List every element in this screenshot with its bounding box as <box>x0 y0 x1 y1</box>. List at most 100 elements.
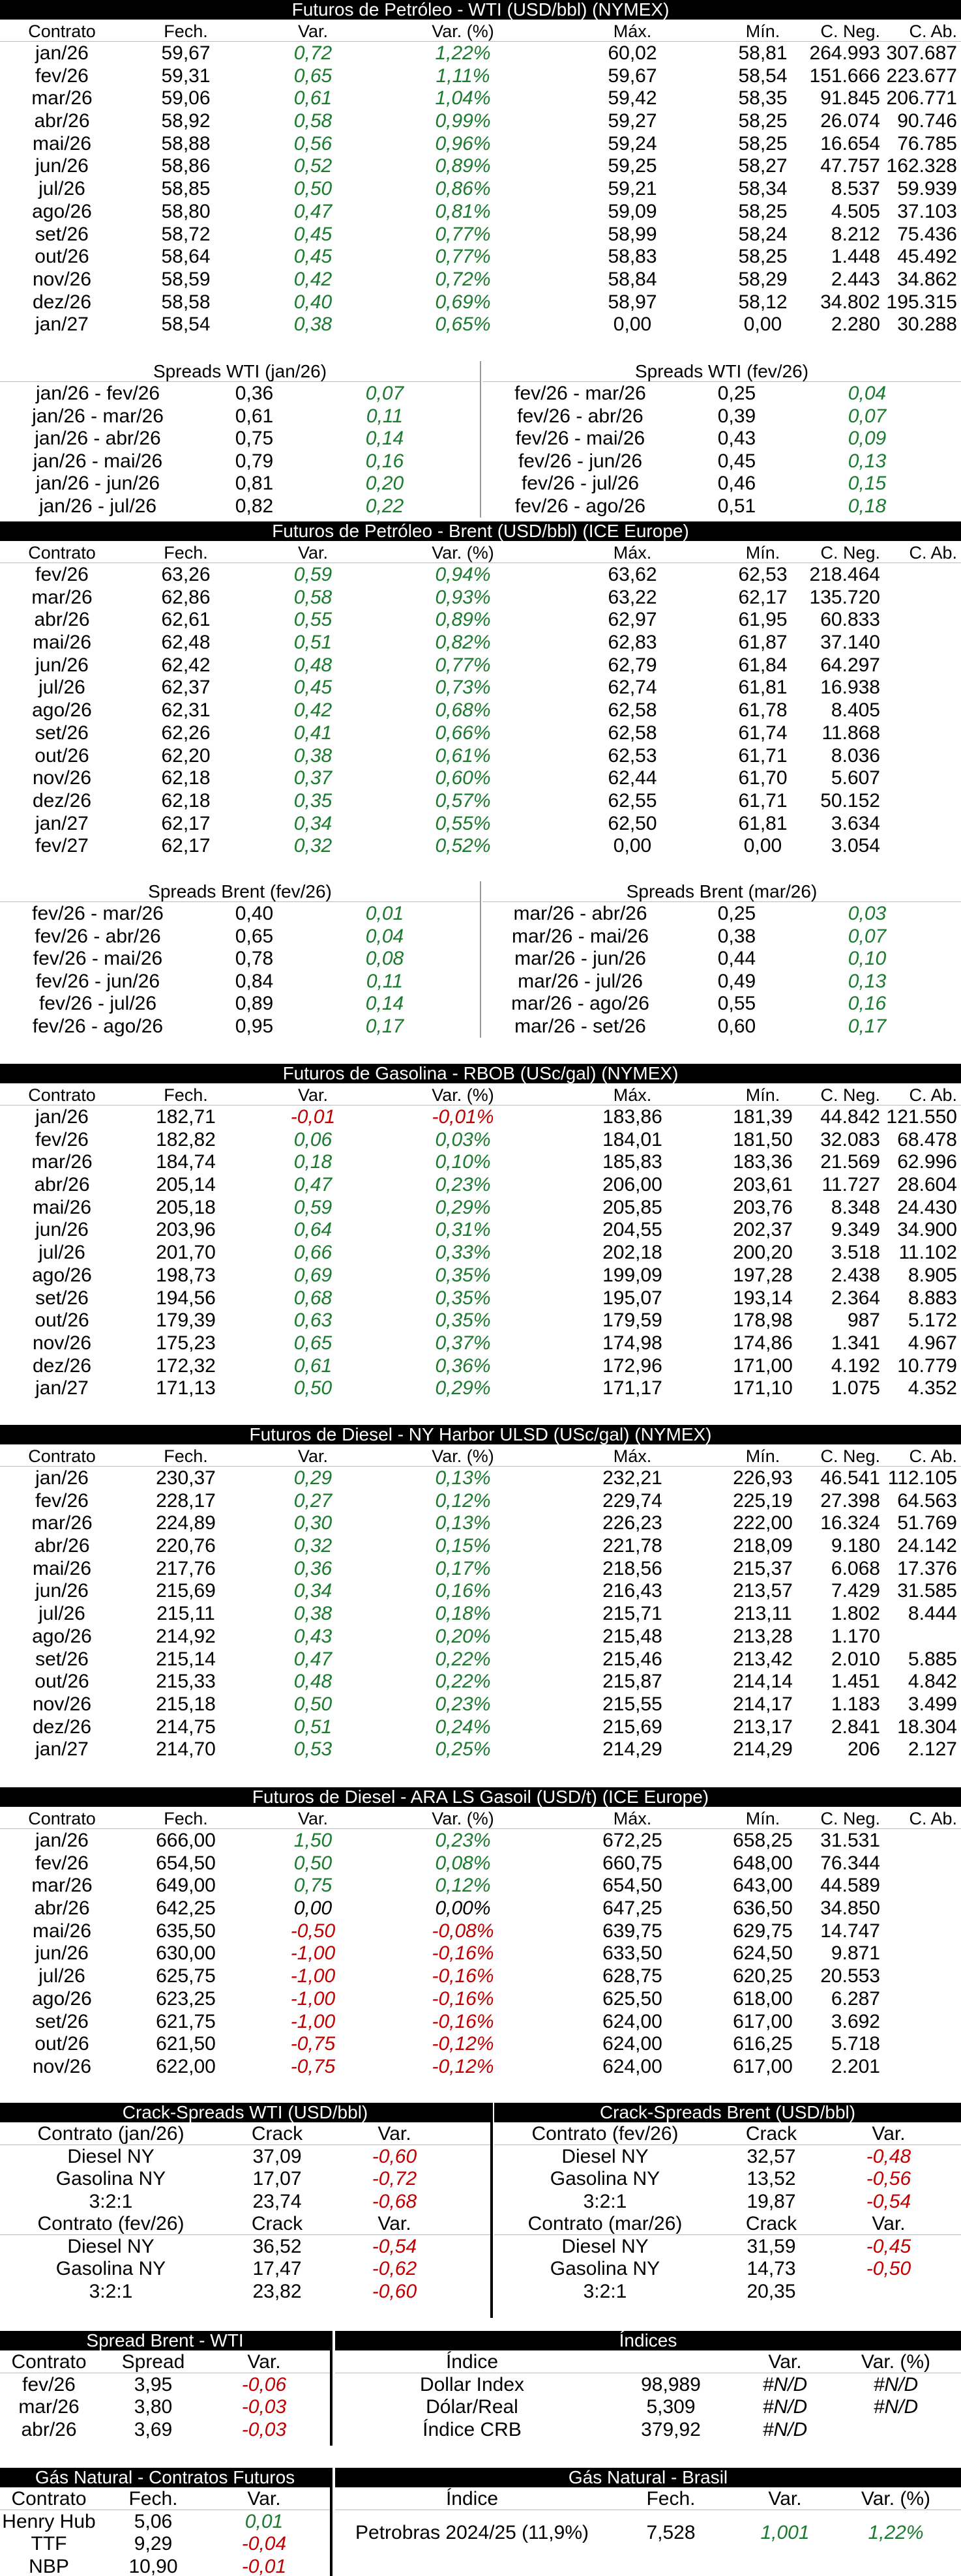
crack-value: 37,09 <box>252 2145 302 2167</box>
table-cell: 214,70 <box>156 1738 216 1761</box>
rbob-title: Futuros de Gasolina - RBOB (USc/gal) (NY… <box>0 1064 961 1083</box>
crack-row: Gasolina NY 14,73 -0,50 <box>494 2257 961 2280</box>
table-cell: 171,10 <box>733 1377 793 1399</box>
table-row: Henry Hub 5,06 0,01 <box>0 2510 330 2533</box>
table-cell: 0,12% <box>435 1489 491 1512</box>
brent-title: Futuros de Petróleo - Brent (USD/bbl) (I… <box>0 521 961 541</box>
spread-label: mar/26 - mai/26 <box>511 925 649 947</box>
table-cell: 647,25 <box>602 1897 662 1920</box>
table-row: ago/26 198,73 0,69 0,35% 199,09 197,28 2.438 8.… <box>0 1264 961 1287</box>
table-cell: 31.585 <box>897 1580 957 1602</box>
table-cell: 0,58 <box>293 110 333 132</box>
table-cell: 0,68% <box>435 699 491 722</box>
table-cell: 0,08% <box>435 1852 491 1874</box>
table-cell: 0,29% <box>435 1196 491 1218</box>
table-cell: 3.518 <box>831 1242 880 1264</box>
column-header: Máx. <box>613 22 652 41</box>
spread-label: mar/26 - abr/26 <box>513 903 647 924</box>
table-cell: 37.103 <box>897 200 957 222</box>
spread-row: jan/26 - mar/26 0,61 0,11 <box>0 405 480 428</box>
spread-var: 0,11 <box>366 405 404 427</box>
crack-var <box>827 2280 951 2303</box>
table-cell: 2.010 <box>831 1648 880 1670</box>
table-row: mar/26 3,80 -0,03 <box>0 2395 330 2418</box>
table-cell: Dólar/Real <box>426 2396 518 2418</box>
table-cell: 179,39 <box>156 1310 216 1332</box>
spread-row: mar/26 - mai/26 0,38 0,07 <box>482 925 961 948</box>
table-cell: 206 <box>847 1738 880 1761</box>
table-cell: 0,29% <box>435 1377 491 1399</box>
spread-label: fev/26 - mai/26 <box>33 948 163 969</box>
column-header: Fech. <box>164 22 208 41</box>
ulsd-section: Futuros de Diesel - NY Harbor ULSD (USc/… <box>0 1425 961 1761</box>
spread-var: 0,14 <box>365 993 404 1014</box>
table-cell: 624,50 <box>733 1942 793 1965</box>
table-cell: 0,99% <box>435 110 491 132</box>
table-cell: 224,89 <box>156 1512 216 1534</box>
table-cell: 44.589 <box>820 1875 880 1897</box>
table-cell: 179,59 <box>602 1310 662 1332</box>
table-cell: jan/27 <box>35 1738 89 1761</box>
table-cell: 0,55% <box>435 812 491 834</box>
table-cell: 58,25 <box>738 132 788 154</box>
wti-title: Futuros de Petróleo - WTI (USD/bbl) (NYM… <box>0 0 961 20</box>
column-header: Crack <box>251 2123 303 2144</box>
table-cell: set/26 <box>35 223 89 245</box>
table-cell: 0,72 <box>293 42 333 64</box>
crack-header-row: Contrato (fev/26) Crack Var. <box>0 2212 490 2235</box>
table-cell: 0,50 <box>293 178 333 200</box>
table-row: jul/26 215,11 0,38 0,18% 215,71 213,11 1.802 8.… <box>0 1602 961 1625</box>
table-cell: -0,16% <box>432 1987 494 2010</box>
table-cell <box>884 1920 961 1942</box>
table-row: nov/26 175,23 0,65 0,37% 174,98 174,86 1.341 4.… <box>0 1332 961 1354</box>
crack-var: -0,62 <box>372 2258 417 2279</box>
table-cell: 1.451 <box>831 1671 880 1693</box>
table-cell: 58,58 <box>161 291 211 313</box>
table-cell: 1,001 <box>760 2521 810 2543</box>
table-row: TTF 9,29 -0,04 <box>0 2532 330 2555</box>
table-cell: 62,18 <box>161 767 211 789</box>
spread-value: 0,81 <box>235 473 274 494</box>
table-cell: 0,66 <box>293 1242 333 1264</box>
table-row: fev/27 62,17 0,32 0,52% 0,00 0,00 3.054 <box>0 834 961 857</box>
column-header: Contrato <box>11 2351 87 2373</box>
table-cell: abr/26 <box>34 609 90 631</box>
table-cell: out/26 <box>35 744 89 767</box>
crack-var: -0,54 <box>372 2235 417 2257</box>
table-cell: 62,53 <box>608 744 657 767</box>
spread-var: 0,11 <box>366 970 404 992</box>
spread-var: 0,04 <box>365 925 404 947</box>
spread-value: 0,95 <box>235 1015 274 1037</box>
table-cell <box>884 676 961 699</box>
table-cell: 0,38 <box>293 1603 333 1625</box>
gas_brasil-header-row: Índice Fech. Var. Var. (%) <box>335 2487 961 2510</box>
crack-label: Gasolina NY <box>55 2168 166 2189</box>
table-cell: 624,00 <box>602 2033 662 2055</box>
table-row: out/26 215,33 0,48 0,22% 215,87 214,14 1.451 4.… <box>0 1670 961 1693</box>
table-cell: 0,29 <box>293 1467 333 1489</box>
spread-label: jan/26 - fev/26 <box>35 383 160 404</box>
table-cell: 1.075 <box>831 1377 880 1399</box>
table-cell: 195.315 <box>886 291 957 313</box>
table-cell: 76.785 <box>897 132 957 154</box>
table-cell: 2.443 <box>831 268 880 290</box>
crack-label: 3:2:1 <box>89 2190 133 2212</box>
table-cell <box>884 654 961 677</box>
table-cell <box>884 586 961 609</box>
table-cell: 633,50 <box>602 1942 662 1965</box>
table-cell: 24.142 <box>897 1535 957 1557</box>
table-cell: 214,29 <box>733 1738 793 1761</box>
table-cell: mar/26 <box>31 1512 93 1534</box>
column-header: Mín. <box>745 543 780 563</box>
table-cell: 60,02 <box>608 42 657 64</box>
table-cell: 0,42 <box>293 699 333 722</box>
table-cell: 0,47 <box>293 200 333 222</box>
table-cell: set/26 <box>35 1287 89 1309</box>
table-cell: 3.634 <box>831 812 880 834</box>
table-cell: 215,37 <box>733 1557 793 1579</box>
spread-row: fev/26 - mar/26 0,40 0,01 <box>0 902 480 925</box>
table-cell: -0,01 <box>290 1106 336 1128</box>
table-cell: 1.448 <box>831 246 880 268</box>
table-cell: ago/26 <box>32 699 92 722</box>
table-cell: 63,62 <box>608 564 657 585</box>
